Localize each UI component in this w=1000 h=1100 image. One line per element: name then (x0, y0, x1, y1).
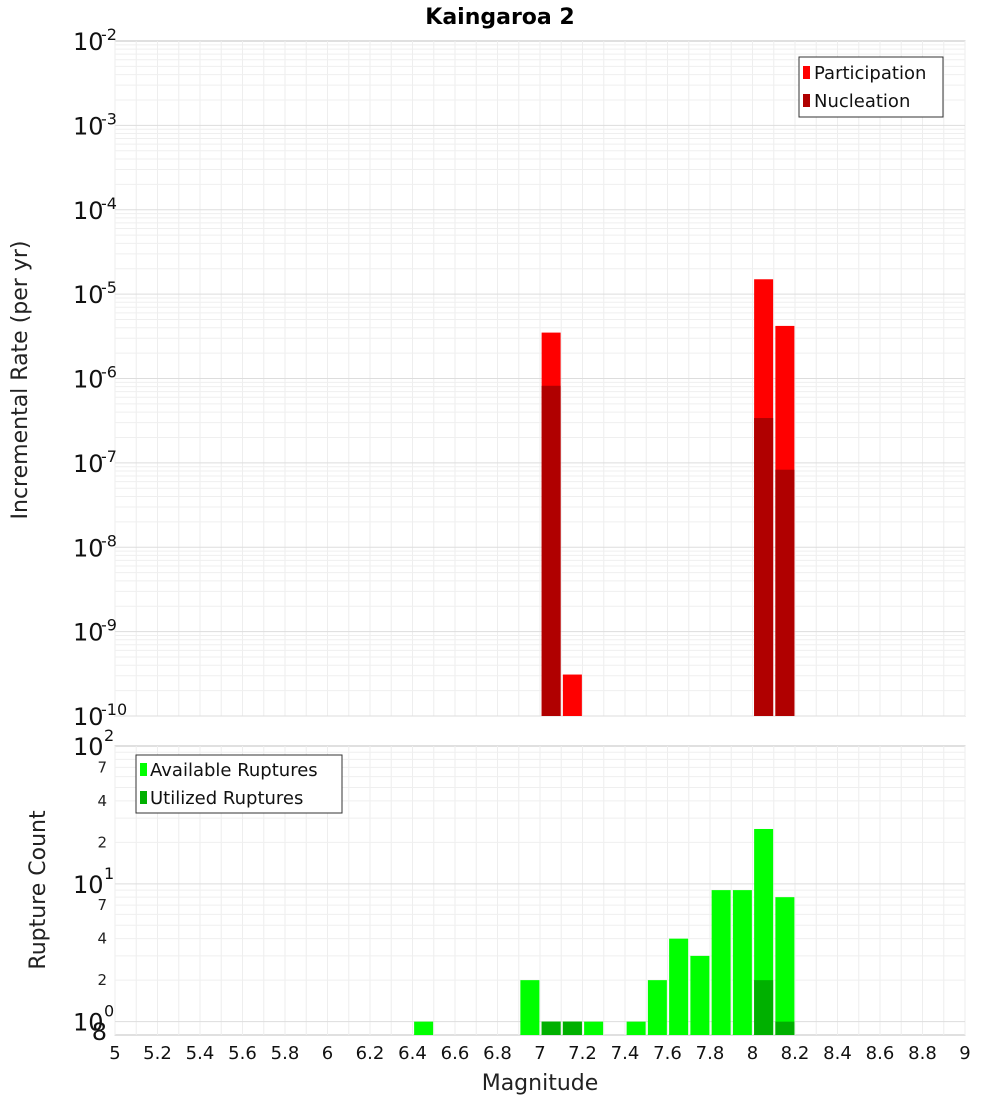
utilized-legend-label: Utilized Ruptures (150, 788, 303, 809)
count-grid (114, 746, 966, 1035)
rate-y-tick-exponent: -2 (101, 25, 117, 44)
count-y-tick-label: 4 (97, 792, 107, 810)
x-tick-label: 8.8 (908, 1043, 937, 1064)
rate-y-tick-label: 10 (73, 450, 104, 478)
participation-legend-label: Participation (814, 63, 926, 84)
x-tick-label: 8 (747, 1043, 758, 1064)
count-y-tick-label: 8 (92, 1018, 107, 1046)
rate-bars (541, 279, 795, 716)
nucleation-bar (754, 418, 774, 716)
available-bar (626, 1021, 646, 1035)
rate-y-tick-label: 10 (73, 281, 104, 309)
x-tick-label: 5 (109, 1043, 120, 1064)
x-tick-label: 8.2 (781, 1043, 810, 1064)
count-y-tick-label: 7 (97, 758, 107, 776)
count-y-tick-exponent: 0 (104, 1002, 114, 1021)
x-tick-label: 6.2 (356, 1043, 385, 1064)
x-axis-label: Magnitude (482, 1071, 599, 1096)
count-legend: Available Ruptures Utilized Ruptures (135, 754, 343, 814)
x-tick-label: 7.2 (568, 1043, 597, 1064)
rate-y-tick-exponent: -7 (101, 447, 117, 466)
available-bar (775, 897, 795, 1035)
available-legend-label: Available Ruptures (150, 760, 318, 781)
x-tick-label: 5.2 (143, 1043, 172, 1064)
participation-swatch (803, 66, 810, 79)
count-y-axis-label: Rupture Count (26, 810, 51, 970)
x-tick-label: 5.6 (228, 1043, 257, 1064)
count-legend-box (135, 754, 343, 814)
rate-y-tick-exponent: -6 (101, 363, 117, 382)
rate-y-tick-label: 10 (73, 112, 104, 140)
count-y-tick-label: 10 (73, 871, 104, 899)
rate-y-tick-label: 10 (73, 619, 104, 647)
utilized-bar (541, 1021, 561, 1035)
available-bar (711, 890, 731, 1035)
nucleation-swatch (803, 94, 810, 107)
x-tick-label: 7.6 (653, 1043, 682, 1064)
rate-y-tick-label: 10 (73, 366, 104, 394)
available-bar (669, 938, 689, 1035)
rate-y-tick-exponent: -9 (101, 616, 117, 635)
available-bar (414, 1021, 434, 1035)
available-bar (690, 955, 710, 1035)
nucleation-bar (775, 469, 795, 716)
rate-y-tick-exponent: -10 (101, 700, 127, 719)
count-y-tick-label: 10 (73, 1009, 104, 1037)
x-tick-label: 7.4 (611, 1043, 640, 1064)
rate-y-axis-label: Incremental Rate (per yr) (8, 241, 33, 520)
x-tick-label: 6.6 (441, 1043, 470, 1064)
nucleation-legend-label: Nucleation (814, 91, 910, 112)
utilized-bar (754, 980, 774, 1035)
x-tick-label: 6 (322, 1043, 333, 1064)
x-tick-label: 9 (959, 1043, 970, 1064)
rate-grid (114, 41, 966, 717)
count-y-tick-exponent: 1 (104, 864, 114, 883)
x-tick-label: 6.8 (483, 1043, 512, 1064)
count-y-tick-label: 4 (97, 930, 107, 948)
rate-y-tick-label: 10 (73, 703, 104, 731)
available-swatch (140, 763, 147, 776)
count-y-tick-label: 2 (97, 971, 107, 989)
x-tick-label: 6.4 (398, 1043, 427, 1064)
count-y-tick-label: 2 (97, 833, 107, 851)
x-tick-label: 7.8 (696, 1043, 725, 1064)
rate-y-tick-label: 10 (73, 534, 104, 562)
rate-y-tick-exponent: -8 (101, 531, 117, 550)
utilized-bar (775, 1021, 795, 1035)
rate-y-tick-exponent: -5 (101, 278, 117, 297)
count-bars (414, 828, 795, 1035)
rate-legend-box (798, 56, 944, 118)
count-y-tick-exponent: 2 (104, 726, 114, 745)
rate-y-tick-exponent: -3 (101, 109, 117, 128)
utilized-swatch (140, 791, 147, 804)
available-bar (732, 890, 752, 1035)
available-bar (520, 980, 540, 1035)
available-bar (647, 980, 667, 1035)
x-tick-label: 8.4 (823, 1043, 852, 1064)
x-tick-label: 8.6 (866, 1043, 895, 1064)
participation-bar (562, 674, 582, 716)
count-x-ticks: 5 5.2 5.4 5.6 5.8 6 6.2 6.4 6.6 6.8 7 7.2 7.4 7.6 7.8 8… (109, 1043, 970, 1064)
utilized-bar (562, 1021, 582, 1035)
rate-y-ticks: 10-210-310-410-510-610-710-810-910-10 (73, 25, 127, 731)
x-tick-label: 5.8 (271, 1043, 300, 1064)
rate-y-tick-label: 10 (73, 28, 104, 56)
rate-panel: 10-210-310-410-510-610-710-810-910-10 In… (8, 25, 966, 731)
x-tick-label: 7 (534, 1043, 545, 1064)
x-tick-label: 5.4 (186, 1043, 215, 1064)
rate-legend: Participation Nucleation (798, 56, 944, 118)
chart-title: Kaingaroa 2 (425, 5, 574, 30)
nucleation-bar (541, 385, 561, 716)
rate-y-tick-exponent: -4 (101, 194, 117, 213)
available-bar (584, 1021, 604, 1035)
rate-y-tick-label: 10 (73, 197, 104, 225)
count-y-tick-label: 10 (73, 733, 104, 761)
count-y-tick-label: 7 (97, 896, 107, 914)
